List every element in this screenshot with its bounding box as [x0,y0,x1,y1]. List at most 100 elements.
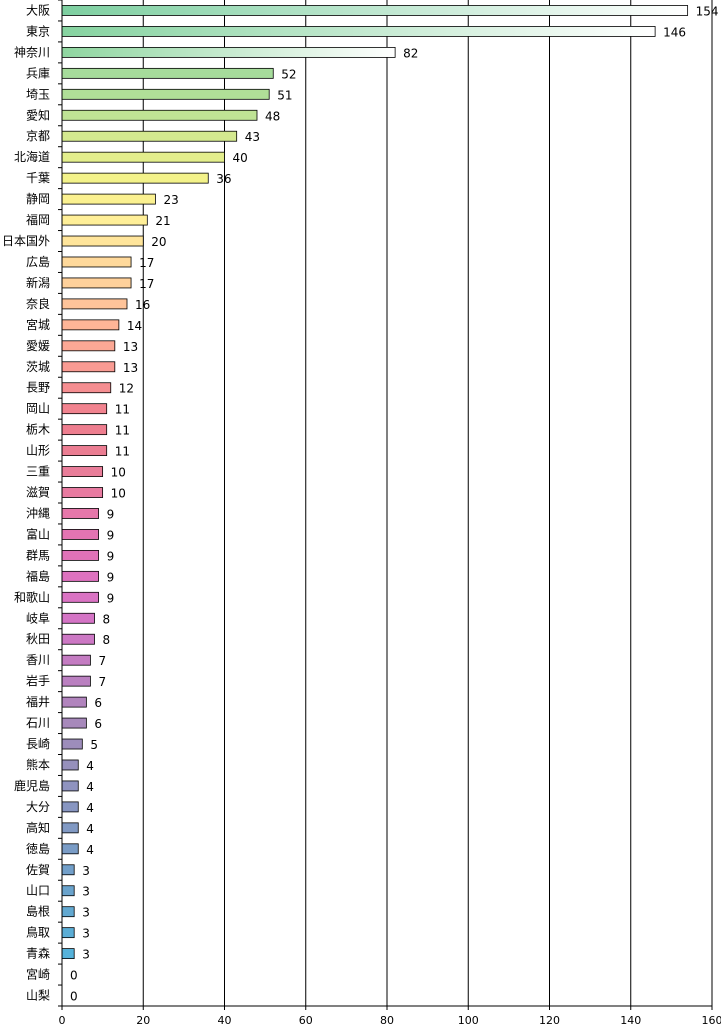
bar [61,151,225,163]
value-label: 4 [86,843,94,857]
bar [61,549,99,561]
value-label: 10 [111,487,126,501]
value-label: 36 [216,172,231,186]
bar [61,487,104,498]
category-label: 東京 [26,24,50,38]
value-label: 4 [86,822,94,836]
category-label: 群馬 [26,548,50,562]
bar [61,759,79,771]
category-label: 埼玉 [26,87,50,101]
x-tick-label: 160 [702,1014,721,1027]
value-label: 9 [107,549,115,563]
bar [61,780,79,792]
category-label: 奈良 [26,296,50,311]
value-label: 146 [663,25,686,39]
value-label: 9 [107,528,115,542]
category-label: 愛媛 [26,339,50,353]
category-label: 大分 [26,800,50,814]
category-label: 宮城 [26,317,50,332]
category-label: 山口 [26,884,50,898]
bar [61,570,99,582]
x-tick-label: 80 [380,1014,394,1027]
bar [61,130,238,142]
category-label: 山梨 [26,989,50,1003]
bar [61,696,87,708]
category-label: 京都 [26,129,50,143]
bar [61,193,156,205]
category-label: 石川 [26,716,50,730]
category-label: 大阪 [26,3,50,17]
category-label: 日本国外 [2,234,50,248]
bars [61,5,689,960]
bar [61,612,95,624]
category-label: 滋賀 [26,486,50,500]
value-label: 43 [245,130,260,144]
bar [61,382,112,394]
bar [61,927,75,939]
category-label: 北海道 [14,149,50,164]
bar [61,445,108,457]
category-label: 愛知 [26,108,50,122]
bar [61,298,128,310]
bar [61,529,99,540]
bar [61,822,79,834]
grid-lines [142,0,713,1006]
value-label: 5 [90,738,98,752]
bar [61,654,91,666]
bar [61,633,95,645]
value-label: 40 [233,151,248,165]
x-tick-label: 120 [539,1014,560,1027]
value-label: 4 [86,759,94,773]
value-label: 21 [155,214,170,228]
value-label: 8 [103,633,111,647]
category-label: 新潟 [26,275,50,290]
bar [61,906,75,918]
value-label: 11 [115,403,130,417]
category-label: 岡山 [26,402,50,416]
value-label: 23 [163,193,178,207]
value-label: 48 [265,109,280,123]
value-label: 20 [151,235,166,249]
value-label: 3 [82,885,90,899]
bar [61,235,144,247]
bar [61,361,116,373]
value-label: 3 [82,906,90,920]
bar [61,885,75,897]
bar [61,214,148,226]
category-label: 宮崎 [26,967,50,982]
category-label: 静岡 [26,192,50,206]
x-tick-label: 0 [59,1014,66,1027]
category-label: 福岡 [26,212,50,227]
value-label: 154 [696,4,719,18]
value-label: 4 [86,780,94,794]
category-label: 三重 [26,465,50,479]
bar [61,319,120,331]
category-label: 栃木 [26,423,50,437]
value-label: 17 [139,256,154,270]
category-label: 沖縄 [26,505,50,520]
bar [61,277,132,289]
bar [61,340,116,352]
category-label: 岩手 [26,673,50,688]
bar [61,717,87,729]
value-label: 7 [98,675,106,689]
value-label: 8 [103,612,111,626]
value-label: 11 [115,424,130,438]
value-label: 52 [281,67,296,81]
category-label: 徳島 [26,841,50,856]
value-label: 0 [70,969,78,983]
value-label: 9 [107,507,115,521]
bar [61,591,99,603]
bar [61,864,75,876]
bar [61,675,91,687]
value-label: 3 [82,927,90,941]
axes: 0 20 40 60 80 100 120 140 160 [58,0,721,1027]
category-label: 広島 [26,254,50,269]
bar [61,424,108,436]
category-label: 秋田 [26,632,50,646]
bar [61,738,83,750]
category-label: 岐阜 [26,611,50,625]
bar [61,67,274,79]
value-label: 6 [94,696,102,710]
value-label: 11 [115,445,130,459]
